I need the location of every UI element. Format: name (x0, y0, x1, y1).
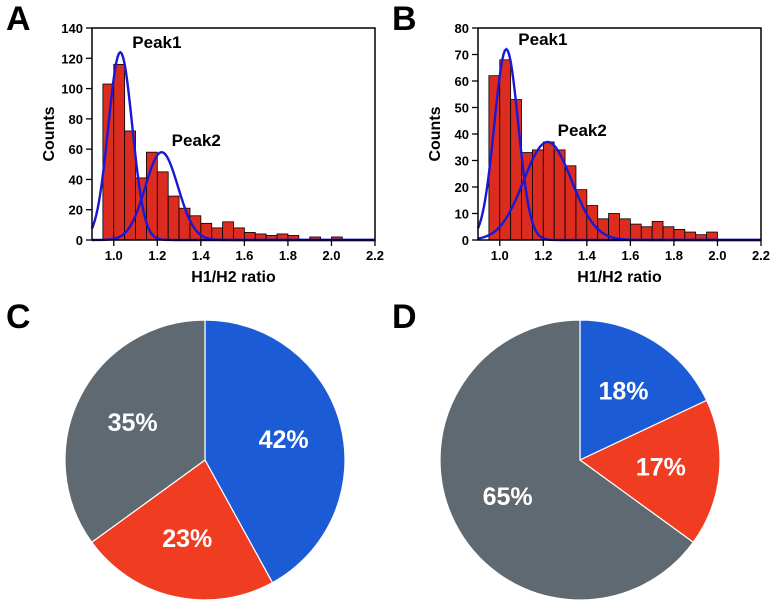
panel-a-chart: 1.0 1.2 1.4 1.6 1.8 2.0 2.2 0 20 40 60 80 100 120 140 H… (40, 10, 385, 290)
x-tick-label: 2.2 (752, 248, 770, 263)
histogram-bar (652, 221, 663, 240)
y-tick-label: 40 (455, 127, 469, 142)
y-tick-label: 30 (455, 154, 469, 169)
histogram-bar (641, 227, 652, 240)
x-tick-label: 1.8 (279, 248, 297, 263)
panel-a-letter: A (6, 0, 31, 39)
y-tick-label: 80 (455, 21, 469, 36)
y-tick-label: 80 (69, 112, 83, 127)
panel-b-letter: B (392, 0, 417, 39)
x-tick-label: 2.0 (708, 248, 726, 263)
figure-root: A B C D 1.01.21.41.61.82.02.202040608010… (0, 0, 771, 610)
y-tick-label: 60 (69, 142, 83, 157)
y-tick-label: 140 (61, 21, 83, 36)
y-tick-label: 70 (455, 48, 469, 63)
y-tick-label: 120 (61, 51, 83, 66)
histogram-bar (179, 208, 190, 240)
histogram-bar (212, 228, 223, 240)
panel-b-chart: 1.0 1.2 1.4 1.6 1.8 2.0 2.2 0 10 20 30 40 50 60 70 80 H1… (426, 10, 771, 290)
histogram-bar (630, 224, 641, 240)
x-tick-label: 2.2 (366, 248, 384, 263)
histogram-bar (663, 227, 674, 240)
peak1-label: Peak1 (518, 30, 567, 49)
x-tick-label: 1.6 (235, 248, 253, 263)
y-tick-label: 20 (455, 180, 469, 195)
y-tick-label: 100 (61, 82, 83, 97)
histogram-bar (114, 64, 125, 240)
panel-d-chart: 18% 17% 65% (410, 310, 750, 610)
y-tick-label: 40 (69, 172, 83, 187)
pie-slice-label-2: 35% (108, 409, 158, 437)
y-tick-label: 50 (455, 101, 469, 116)
pie-slice-label-2: 65% (483, 483, 533, 511)
pie-slice-label-0: 42% (259, 426, 309, 454)
pie-slice-label-0: 18% (598, 377, 648, 405)
histogram-bar (168, 196, 179, 240)
pie-slice-label-1: 23% (162, 525, 212, 553)
histogram-bar (223, 222, 234, 240)
histogram-bar (674, 229, 685, 240)
x-tick-label: 1.0 (105, 248, 123, 263)
y-axis-label: Counts (41, 106, 58, 161)
x-tick-label: 1.0 (491, 248, 509, 263)
histogram-bar (620, 219, 631, 240)
histogram-bar (543, 142, 554, 240)
x-tick-label: 1.4 (192, 248, 211, 263)
x-tick-label: 1.6 (621, 248, 639, 263)
y-tick-label: 60 (455, 74, 469, 89)
histogram-bar (234, 228, 245, 240)
peak2-label: Peak2 (172, 131, 221, 150)
x-tick-label: 1.2 (534, 248, 552, 263)
panel-c-letter: C (6, 298, 31, 337)
panel-c-chart: 42% 23% 35% (35, 310, 375, 610)
x-axis-label: H1/H2 ratio (191, 269, 276, 286)
y-tick-label: 0 (462, 233, 469, 248)
x-tick-label: 1.8 (665, 248, 683, 263)
x-tick-label: 1.2 (148, 248, 166, 263)
y-tick-label: 0 (76, 233, 83, 248)
y-tick-label: 20 (69, 203, 83, 218)
x-axis-label: H1/H2 ratio (577, 269, 662, 286)
y-tick-label: 10 (455, 207, 469, 222)
x-tick-label: 2.0 (322, 248, 340, 263)
x-tick-label: 1.4 (578, 248, 597, 263)
pie-slice-label-1: 17% (636, 454, 686, 482)
histogram-bar (157, 172, 168, 240)
peak1-label: Peak1 (132, 33, 181, 52)
histogram-bar (511, 100, 522, 240)
peak2-label: Peak2 (558, 121, 607, 140)
y-axis-label: Counts (427, 106, 444, 161)
